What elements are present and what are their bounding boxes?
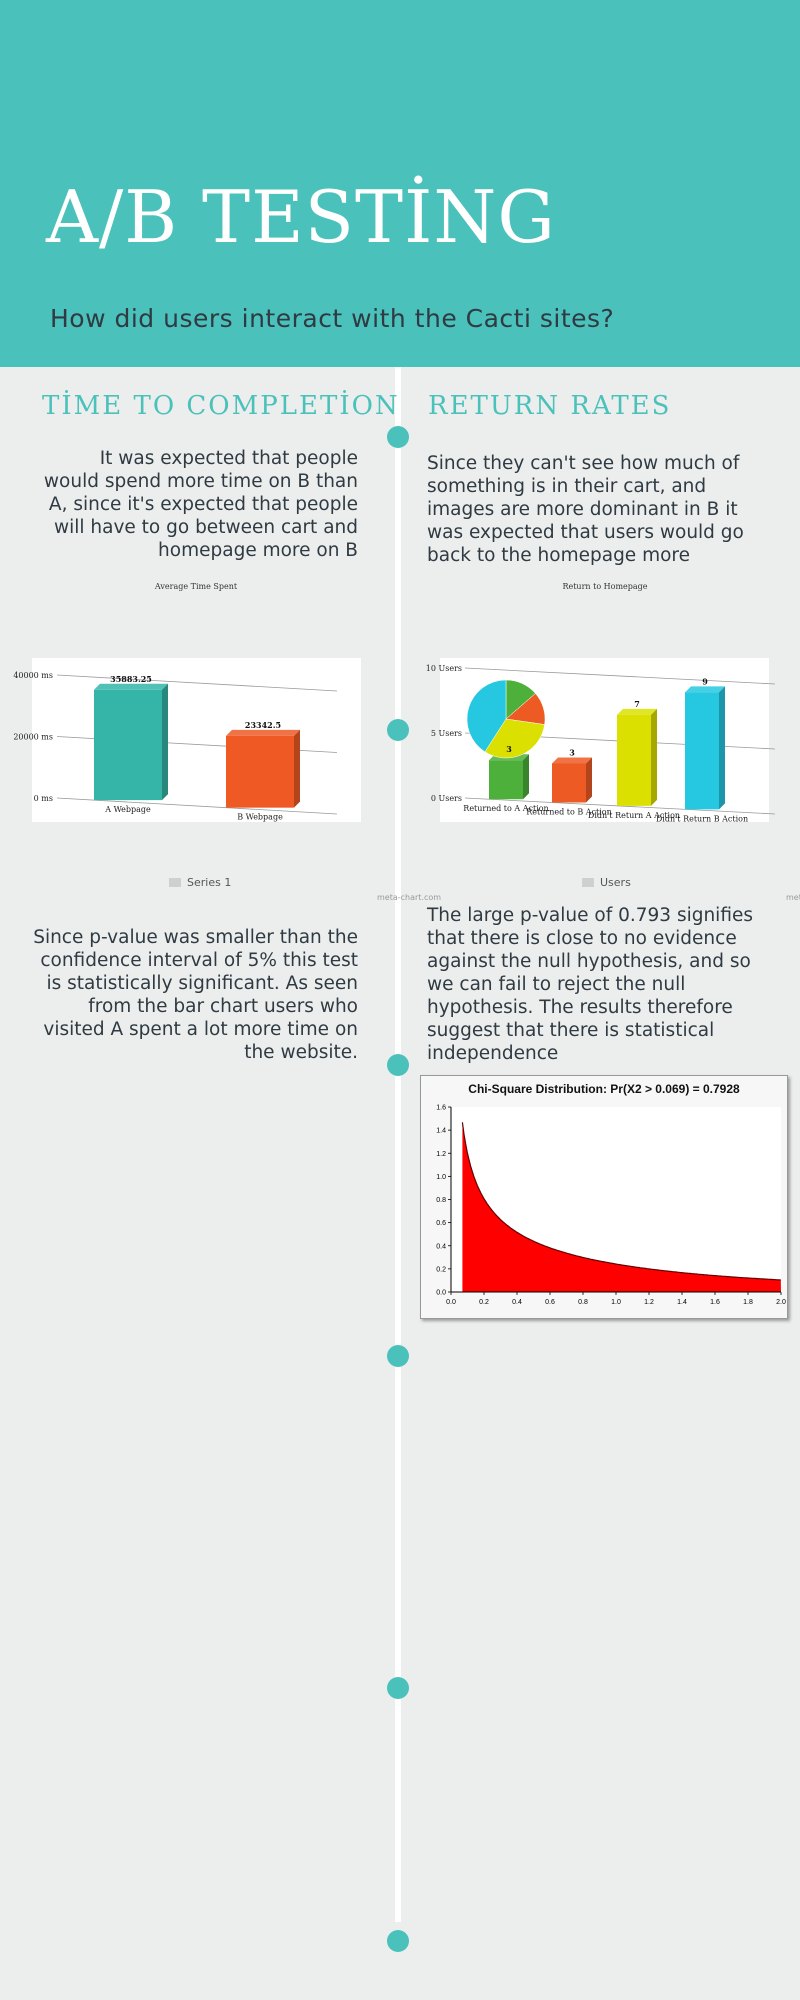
- y-tick-label: 1.0: [436, 1174, 446, 1181]
- x-tick-label: Didn't Return B Action: [656, 814, 748, 823]
- y-tick-label: 20000 ms: [13, 733, 53, 742]
- gridline: [464, 797, 776, 815]
- y-tick-label: 0.2: [436, 1266, 446, 1273]
- bar-0: [94, 689, 162, 801]
- timeline-dot: [387, 1930, 409, 1952]
- timeline-dot: [387, 1345, 409, 1367]
- bar-3-top: [685, 686, 725, 693]
- y-tick-label: 0.4: [436, 1243, 446, 1250]
- y-tick-label: 10 Users: [426, 664, 462, 673]
- legend-series-1: Series 1: [169, 876, 231, 889]
- data-label: 23342.5: [245, 720, 281, 730]
- bar-0: [489, 760, 523, 800]
- bar-0-top: [94, 683, 168, 690]
- bar-2-top: [617, 708, 657, 715]
- y-tick-label: 0.8: [436, 1197, 446, 1204]
- x-tick-label: 2.0: [776, 1299, 786, 1306]
- bar-0-side: [162, 683, 168, 801]
- x-tick-label: B Webpage: [237, 813, 283, 822]
- chart-title-time: Average Time Spent: [154, 582, 238, 591]
- bar-1-side: [294, 729, 300, 808]
- bar-1-top: [552, 757, 592, 764]
- data-label: 3: [569, 747, 575, 757]
- timeline-dot: [387, 426, 409, 448]
- legend-swatch: [582, 878, 594, 887]
- y-tick-label: 5 Users: [431, 729, 462, 738]
- bar-2: [617, 714, 651, 806]
- bar-1-side: [586, 757, 592, 803]
- time-bar-chart: 0 ms 20000 ms 40000 ms 35883.25 A Webpage 23…: [13, 671, 338, 822]
- shaded-tail-area: [462, 1122, 781, 1292]
- y-tick-label: 0 ms: [34, 794, 53, 803]
- time-intro-text: It was expected that people would spend …: [43, 448, 358, 561]
- pie-slice: [466, 679, 507, 753]
- bar-2-side: [651, 708, 657, 806]
- y-tick-label: 40000 ms: [13, 671, 53, 680]
- return-intro-text: Since they can't see how much of somethi…: [427, 453, 744, 566]
- y-tick-label: 0.6: [436, 1220, 446, 1227]
- legend-label: Series 1: [187, 876, 232, 889]
- x-tick-label: 1.6: [710, 1299, 720, 1306]
- density-curve: [461, 1122, 781, 1281]
- legend-label: Users: [600, 876, 631, 889]
- time-conclusion-text: Since p-value was smaller than the confi…: [33, 927, 358, 1063]
- chi-square-chart: Chi-Square Distribution: Pr(X2 > 0.069) …: [420, 1075, 788, 1319]
- x-tick-label: 0.4: [512, 1299, 522, 1306]
- chi-square-title: Chi-Square Distribution: Pr(X2 > 0.069) …: [468, 1082, 740, 1096]
- x-tick-label: Returned to A Action: [463, 804, 548, 813]
- return-conclusion-text: The large p-value of 0.793 signifies tha…: [427, 905, 753, 1064]
- chart-credit-partial: met: [786, 893, 800, 902]
- bar-1: [226, 735, 294, 808]
- page-title: A/B TESTİNG: [46, 175, 556, 259]
- legend-swatch: [169, 878, 181, 887]
- bar-3-side: [719, 686, 725, 810]
- x-tick-label: Didn't Return A Action: [588, 811, 680, 820]
- timeline-dot: [387, 719, 409, 741]
- y-tick-label: 1.6: [436, 1105, 446, 1112]
- bar-1-top: [226, 729, 300, 736]
- section-title-return-rates: RETURN RATES: [428, 391, 672, 421]
- data-label: 9: [702, 676, 708, 686]
- data-label: 35883.25: [110, 674, 152, 684]
- x-tick-label: 0.2: [479, 1299, 489, 1306]
- section-title-time-to-completion: TİME TO COMPLETİON: [42, 391, 400, 421]
- chart-credit: meta-chart.com: [377, 893, 442, 902]
- chart-title-return: Return to Homepage: [562, 582, 648, 591]
- timeline-line: [395, 367, 401, 1922]
- legend-users: Users: [582, 876, 631, 889]
- x-tick-label: A Webpage: [104, 805, 151, 814]
- y-tick-label: 1.4: [436, 1128, 446, 1135]
- y-tick-label: 1.2: [436, 1151, 446, 1158]
- page-subtitle: How did users interact with the Cacti si…: [50, 304, 615, 333]
- data-label: 3: [506, 744, 512, 754]
- gridline: [464, 667, 776, 685]
- return-bar-chart: 0 Users 5 Users 10 Users 3 Returned to A Ac…: [426, 664, 776, 823]
- data-label: 7: [634, 699, 640, 709]
- timeline-dot: [387, 1677, 409, 1699]
- bar-0-side: [523, 754, 529, 800]
- y-tick-label: 0.0: [436, 1290, 446, 1297]
- x-tick-label: 1.4: [677, 1299, 687, 1306]
- x-tick-label: 0.6: [545, 1299, 555, 1306]
- x-tick-label: 1.0: [611, 1299, 621, 1306]
- header-banner: A/B TESTİNG How did users interact with …: [0, 0, 800, 367]
- chi-square-plot: 0.0 0.2 0.4 0.6 0.8 1.0 1.2 1.4 1.6 1.8 2.0 0.0 0.2 0…: [436, 1105, 786, 1307]
- x-tick-label: 0.8: [578, 1299, 588, 1306]
- timeline-dot: [387, 1054, 409, 1076]
- bar-3: [685, 692, 719, 810]
- gridline: [56, 797, 338, 815]
- x-tick-label: 0.0: [446, 1299, 456, 1306]
- x-tick-label: 1.2: [644, 1299, 654, 1306]
- y-tick-label: 0 Users: [431, 794, 462, 803]
- time-chart-area: [32, 658, 361, 822]
- gridline: [56, 674, 338, 692]
- x-tick-label: Returned to B Action: [526, 807, 612, 816]
- x-tick-label: 1.8: [743, 1299, 753, 1306]
- bar-1: [552, 763, 586, 803]
